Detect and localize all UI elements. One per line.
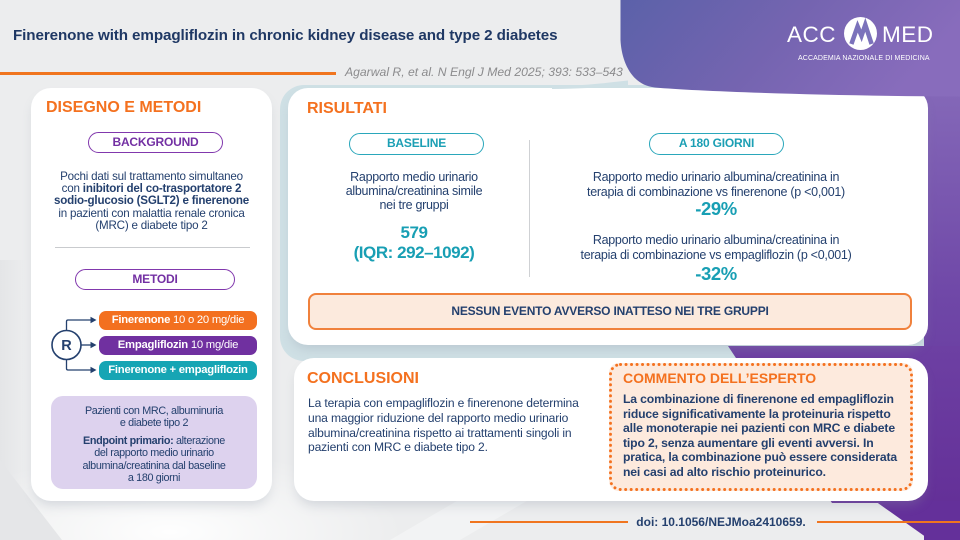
svg-text:R: R: [61, 338, 72, 354]
